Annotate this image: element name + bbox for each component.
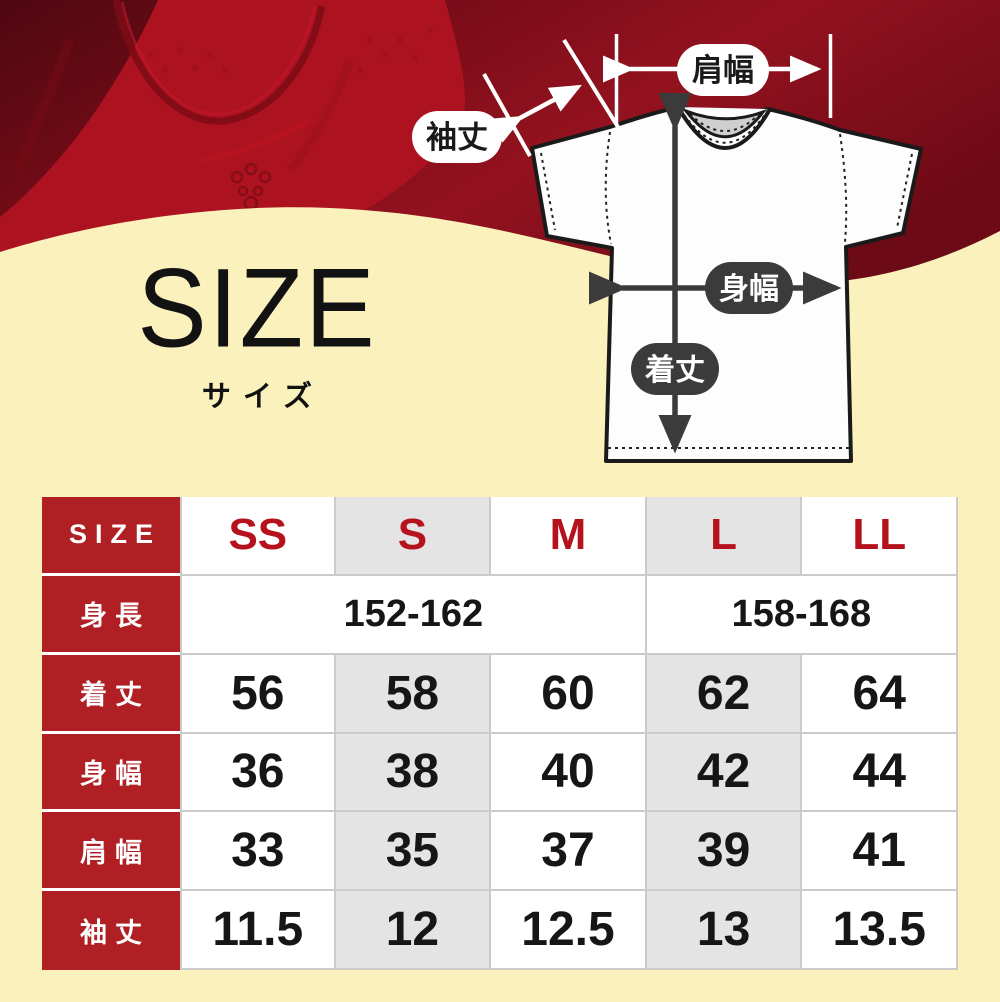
table-cell: 40 xyxy=(491,733,647,813)
body-width-annotation: 身幅 xyxy=(589,262,842,314)
table-cell: 37 xyxy=(491,812,647,892)
shoulder-width-label: 肩幅 xyxy=(692,53,754,88)
table-cell: 44 xyxy=(802,733,958,813)
column-header-ss: SS xyxy=(180,497,336,576)
row-label-shoulder: 肩幅 xyxy=(42,812,180,892)
table-cell: 33 xyxy=(180,812,336,892)
height-range-ss-m: 152-162 xyxy=(180,575,647,655)
shoulder-width-annotation: 肩幅 xyxy=(603,34,833,124)
column-header-ll: LL xyxy=(802,497,958,576)
garment-length-pill: 着丈 xyxy=(631,343,719,395)
paw-print-graphic xyxy=(230,162,272,211)
title-block: SIZE サイズ xyxy=(112,246,402,415)
table-cell: 60 xyxy=(491,654,647,734)
row-label-sleeve: 袖丈 xyxy=(42,891,180,970)
table-cell: 56 xyxy=(180,654,336,734)
collar-opening xyxy=(681,107,768,139)
table-cell: 36 xyxy=(180,733,336,813)
garment-length-label: 着丈 xyxy=(645,353,705,387)
page-title: SIZE xyxy=(137,246,377,372)
table-cell: 12.5 xyxy=(491,891,647,970)
row-label-width: 身幅 xyxy=(42,733,180,813)
row-label-height: 身長 xyxy=(42,575,180,655)
table-cell: 13.5 xyxy=(802,891,958,970)
size-table: SIZE SS S M L LL 身長 152-162 158-168 着丈 5… xyxy=(42,497,958,970)
table-cell: 64 xyxy=(802,654,958,734)
page-subtitle: サイズ xyxy=(201,380,325,413)
table-cell: 13 xyxy=(646,891,803,970)
table-cell: 38 xyxy=(335,733,492,813)
red-tshirt-photo xyxy=(0,0,466,260)
sleeve-length-annotation: 袖丈 xyxy=(412,38,620,163)
table-corner-label: SIZE xyxy=(42,497,180,576)
table-cell: 35 xyxy=(335,812,492,892)
table-cell: 39 xyxy=(646,812,803,892)
sleeve-length-label: 袖丈 xyxy=(426,120,488,155)
row-label-length: 着丈 xyxy=(42,654,180,734)
table-cell: 11.5 xyxy=(180,891,336,970)
table-cell: 42 xyxy=(646,733,803,813)
table-cell: 41 xyxy=(802,812,958,892)
hero-diagram: 肩幅 袖丈 身幅 着丈 xyxy=(0,0,1000,497)
body-width-label: 身幅 xyxy=(719,273,779,306)
sleeve-length-arrow xyxy=(489,84,582,143)
neckline xyxy=(112,0,326,125)
column-header-m: M xyxy=(491,497,647,576)
column-header-s: S xyxy=(335,497,492,576)
table-cell: 58 xyxy=(335,654,492,734)
table-cell: 12 xyxy=(335,891,492,970)
fabric-texture-dots xyxy=(147,27,433,73)
column-header-l: L xyxy=(646,497,803,576)
table-cell: 62 xyxy=(646,654,803,734)
height-range-l-ll: 158-168 xyxy=(646,575,958,655)
